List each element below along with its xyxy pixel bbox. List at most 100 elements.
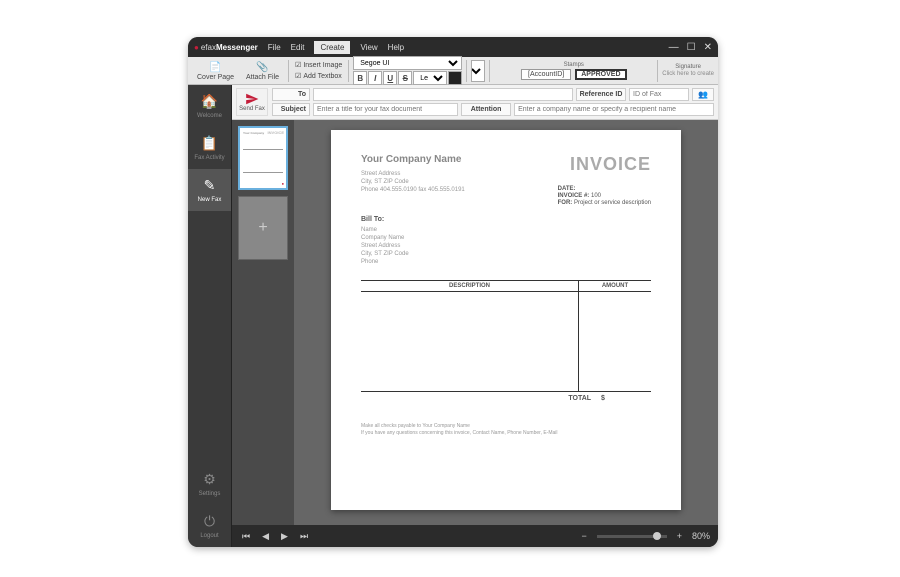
bill-city: City, ST ZIP Code: [361, 251, 651, 259]
add-page-button[interactable]: +: [238, 196, 288, 260]
brand-logo-icon: ●: [194, 43, 199, 52]
maximize-icon[interactable]: ☐: [687, 42, 696, 53]
signature-section-label: Signature: [675, 64, 701, 70]
nav-welcome-label: Welcome: [197, 113, 222, 119]
newfax-icon: ✎: [204, 177, 216, 194]
menu-view[interactable]: View: [360, 43, 377, 52]
subject-input[interactable]: [313, 103, 458, 116]
left-nav: 🏠 Welcome 📋 Fax Activity ✎ New Fax ⚙ Set…: [188, 85, 232, 547]
close-icon[interactable]: ✕: [704, 42, 712, 53]
date-label: DATE:: [558, 186, 576, 192]
invoice-title: INVOICE: [570, 154, 651, 175]
attach-file-button[interactable]: 📎 Attach File: [241, 58, 284, 83]
last-page-button[interactable]: ⏭: [298, 531, 310, 542]
thumbnail-panel: Your Company INVOICE ● +: [232, 120, 294, 525]
brand-prefix: efax: [201, 43, 216, 52]
nav-settings-label: Settings: [199, 491, 221, 497]
nav-newfax-label: New Fax: [198, 197, 222, 203]
total-row: TOTAL $: [361, 392, 651, 405]
attach-icon: 📎: [256, 60, 270, 74]
cover-page-label: Cover Page: [197, 74, 234, 81]
app-window: ● efax Messenger File Edit Create View H…: [188, 37, 718, 547]
color-button[interactable]: [448, 71, 462, 85]
bill-street: Street Address: [361, 243, 651, 251]
coverpage-icon: 📄: [208, 60, 222, 74]
contacts-button[interactable]: 👥: [692, 88, 714, 101]
nav-new-fax[interactable]: ✎ New Fax: [188, 169, 231, 211]
invoice-meta: DATE: INVOICE #: 100 FOR: Project or ser…: [558, 186, 651, 207]
billto-block: Name Company Name Street Address City, S…: [361, 227, 651, 266]
settings-icon: ⚙: [203, 471, 216, 488]
cover-page-button[interactable]: 📄 Cover Page: [192, 58, 239, 83]
nav-logout-label: Logout: [200, 533, 218, 539]
nav-welcome[interactable]: 🏠 Welcome: [188, 85, 231, 127]
font-family-select[interactable]: Segoe UI: [353, 56, 462, 70]
menu-edit[interactable]: Edit: [291, 43, 305, 52]
bill-name: Name: [361, 227, 651, 235]
invoice-page: Your Company Name INVOICE Street Address…: [331, 130, 681, 510]
for-value: Project or service description: [574, 200, 651, 206]
attention-label: Attention: [461, 103, 511, 116]
subject-label: Subject: [272, 103, 310, 116]
invoice-footnote: Make all checks payable to Your Company …: [361, 423, 651, 436]
prev-page-button[interactable]: ◀: [260, 531, 271, 542]
stamp-accountid-button[interactable]: [AccountID]: [521, 69, 571, 80]
insert-image-button[interactable]: ☑ Insert Image: [293, 60, 344, 70]
toolbar: 📄 Cover Page 📎 Attach File ☑ Insert Imag…: [188, 57, 718, 85]
billto-header: Bill To:: [361, 216, 651, 223]
document-area: Your Company INVOICE ● + Your Company Na…: [232, 120, 718, 525]
zoom-knob[interactable]: [653, 532, 661, 540]
send-fax-button[interactable]: Send Fax: [236, 88, 268, 116]
invno-label: INVOICE #:: [558, 193, 590, 199]
nav-activity-label: Fax Activity: [194, 155, 224, 161]
font-size-select[interactable]: [471, 60, 485, 82]
send-fax-label: Send Fax: [239, 106, 265, 112]
bill-company: Company Name: [361, 235, 651, 243]
col-description: DESCRIPTION: [361, 281, 579, 292]
zoom-out-button[interactable]: −: [579, 531, 588, 541]
bold-button[interactable]: B: [353, 71, 367, 85]
to-label: To: [272, 88, 310, 101]
invoice-items-table: DESCRIPTION AMOUNT: [361, 280, 651, 392]
minimize-icon[interactable]: —: [669, 42, 679, 53]
signature-hint[interactable]: Click here to create: [662, 71, 714, 77]
stamp-approved-button[interactable]: APPROVED: [575, 69, 626, 80]
page-viewport[interactable]: Your Company Name INVOICE Street Address…: [294, 120, 718, 525]
page-thumbnail-1[interactable]: Your Company INVOICE ●: [238, 126, 288, 190]
to-input[interactable]: [313, 88, 573, 101]
home-icon: 🏠: [201, 93, 218, 110]
total-value: $: [601, 395, 651, 402]
nav-logout[interactable]: ⏻ Logout: [188, 505, 231, 547]
desc-cell: [361, 292, 579, 392]
refid-input[interactable]: [629, 88, 689, 101]
add-textbox-button[interactable]: ☑ Add Textbox: [293, 71, 344, 81]
zoom-value: 80%: [692, 531, 710, 541]
next-page-button[interactable]: ▶: [279, 531, 290, 542]
stamps-section-label: Stamps: [564, 62, 584, 68]
send-icon: [244, 92, 260, 106]
amount-cell: [579, 292, 652, 392]
brand-name: Messenger: [216, 43, 258, 52]
menu-create[interactable]: Create: [314, 41, 350, 54]
for-label: FOR:: [558, 200, 573, 206]
total-label: TOTAL: [568, 395, 591, 402]
nav-fax-activity[interactable]: 📋 Fax Activity: [188, 127, 231, 169]
menu-help[interactable]: Help: [388, 43, 404, 52]
col-amount: AMOUNT: [579, 281, 652, 292]
align-select[interactable]: Left: [413, 71, 447, 85]
footnote-2: If you have any questions concerning thi…: [361, 430, 651, 437]
italic-button[interactable]: I: [368, 71, 382, 85]
zoom-in-button[interactable]: +: [675, 531, 684, 541]
underline-button[interactable]: U: [383, 71, 397, 85]
attention-input[interactable]: [514, 103, 714, 116]
menu-file[interactable]: File: [268, 43, 281, 52]
bill-phone: Phone: [361, 259, 651, 267]
first-page-button[interactable]: ⏮: [240, 531, 252, 542]
nav-settings[interactable]: ⚙ Settings: [188, 463, 231, 505]
attach-file-label: Attach File: [246, 74, 279, 81]
insert-image-label: Insert Image: [303, 62, 342, 69]
logout-icon: ⏻: [204, 513, 215, 530]
zoom-slider[interactable]: [597, 535, 667, 538]
refid-label: Reference ID: [576, 88, 626, 101]
strike-button[interactable]: S: [398, 71, 412, 85]
